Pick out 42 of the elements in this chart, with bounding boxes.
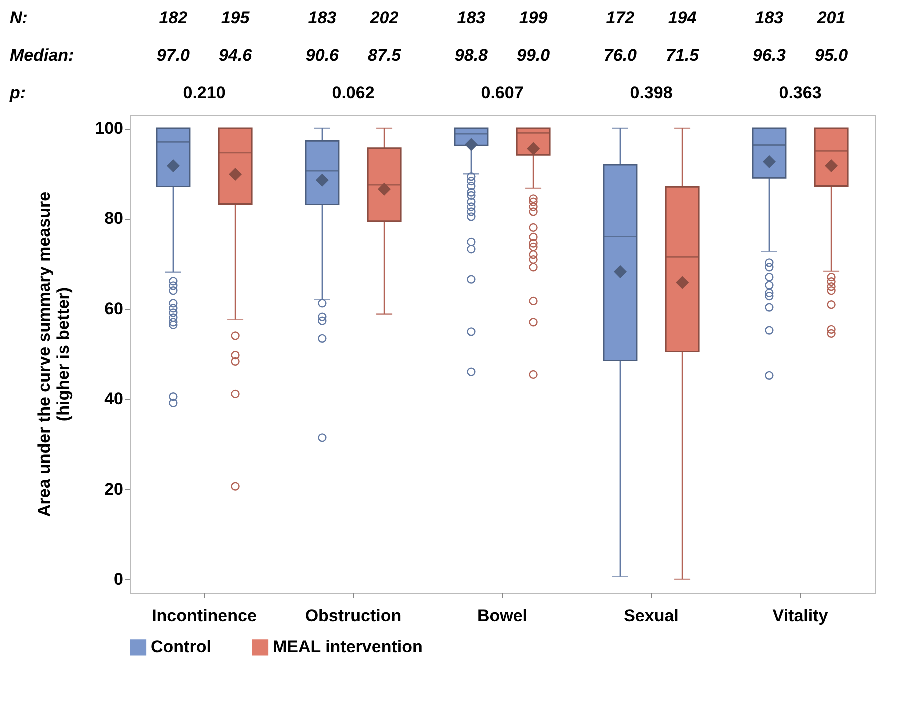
y-tick-label: 0 <box>114 570 124 589</box>
text: 99.0 <box>516 46 551 65</box>
text: 96.3 <box>752 46 787 65</box>
legend-label: MEAL intervention <box>273 638 423 657</box>
text: 94.6 <box>218 46 253 65</box>
y-tick-label: 100 <box>95 119 124 138</box>
text: 98.8 <box>454 46 489 65</box>
x-tick-label: Incontinence <box>152 606 257 626</box>
text: 0.210 <box>183 83 226 102</box>
x-tick-label: Vitality <box>772 606 829 626</box>
text: 183 <box>755 8 784 28</box>
text: 71.5 <box>666 46 700 65</box>
text: 0.062 <box>332 83 375 102</box>
text: 194 <box>668 8 698 28</box>
x-tick-label: Sexual <box>624 606 679 626</box>
y-tick-label: 40 <box>104 390 124 409</box>
text: 0.607 <box>481 83 524 102</box>
text: p: <box>9 83 26 102</box>
text: N: <box>10 8 28 28</box>
legend-label: Control <box>151 638 212 657</box>
x-tick-label: Bowel <box>477 606 528 626</box>
y-tick-label: 80 <box>104 209 124 228</box>
y-tick-label: 20 <box>104 480 124 499</box>
text: 202 <box>369 8 400 28</box>
text: 201 <box>816 8 846 28</box>
x-tick-label: Obstruction <box>305 606 402 626</box>
text: 183 <box>308 8 338 28</box>
text: 182 <box>159 8 188 28</box>
text: 76.0 <box>604 46 638 65</box>
text: 183 <box>457 8 486 28</box>
text: 199 <box>519 8 548 28</box>
text: 0.363 <box>779 83 822 102</box>
text: 90.6 <box>306 46 340 65</box>
y-tick-label: 60 <box>104 299 124 318</box>
text: 172 <box>606 8 636 28</box>
y-axis-title: Area under the curve summary measure (higher is better) <box>35 192 74 518</box>
text: 87.5 <box>368 46 402 65</box>
text: 195 <box>221 8 250 28</box>
text: Median: <box>10 46 74 65</box>
text: 0.398 <box>630 83 673 102</box>
text: 97.0 <box>156 46 191 65</box>
text: 95.0 <box>814 46 849 65</box>
